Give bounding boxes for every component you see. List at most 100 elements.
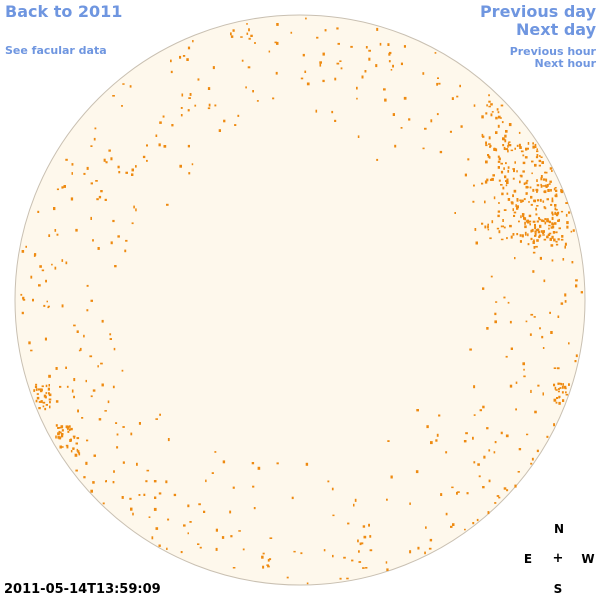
facula-dot <box>319 63 322 67</box>
facula-dot <box>153 507 157 511</box>
facula-dot <box>488 143 491 145</box>
facula-dot <box>191 163 194 166</box>
facula-dot <box>422 72 425 75</box>
facula-dot <box>59 385 62 388</box>
facula-dot <box>143 493 146 496</box>
facula-dot <box>525 320 528 323</box>
facula-dot <box>542 231 545 234</box>
facula-dot <box>542 200 545 203</box>
facula-dot <box>57 427 60 429</box>
facula-dot <box>464 528 466 531</box>
facula-dot <box>472 436 474 440</box>
facula-dot <box>339 60 342 62</box>
facula-dot <box>58 436 62 440</box>
facula-dot <box>542 347 545 349</box>
facula-dot <box>540 230 543 233</box>
facula-dot <box>415 470 419 474</box>
facula-dot <box>497 124 500 128</box>
facula-dot <box>450 525 453 528</box>
facula-dot <box>540 198 542 202</box>
facula-dot <box>142 155 146 159</box>
facula-dot <box>559 387 562 389</box>
facula-dot <box>60 431 62 434</box>
facula-dot <box>387 43 390 46</box>
facula-dot <box>75 228 78 232</box>
facula-dot <box>502 186 505 190</box>
facula-dot <box>519 174 522 177</box>
facula-dot <box>36 396 40 400</box>
facula-dot <box>454 212 456 214</box>
facula-dot <box>438 82 441 85</box>
facula-dot <box>509 384 513 388</box>
facula-dot <box>564 245 566 249</box>
facula-dot <box>537 384 540 387</box>
facula-dot <box>269 537 273 539</box>
facula-dot <box>54 229 57 232</box>
facula-dot <box>519 199 522 202</box>
facula-dot <box>300 552 303 555</box>
facula-dot <box>205 479 207 483</box>
facula-dot <box>90 145 93 147</box>
facula-dot <box>275 71 278 75</box>
facula-dot <box>92 389 96 392</box>
previous-hour-link[interactable]: Previous hour <box>509 45 596 58</box>
facula-dot <box>472 200 475 203</box>
facula-dot <box>473 184 475 187</box>
facula-dot <box>117 165 120 169</box>
facula-dot <box>90 299 93 302</box>
facula-dot <box>489 178 493 181</box>
previous-day-link[interactable]: Previous day <box>479 2 596 21</box>
facula-dot <box>155 418 158 420</box>
facula-dot <box>520 150 524 153</box>
facula-dot <box>116 433 119 436</box>
facula-dot <box>222 460 226 464</box>
facula-dot <box>183 524 186 527</box>
next-hour-link[interactable]: Next hour <box>534 57 597 70</box>
facula-dot <box>86 309 89 312</box>
facula-dot <box>133 205 135 209</box>
facula-dot <box>456 491 458 495</box>
facula-dot <box>490 103 493 106</box>
facula-dot <box>497 115 501 119</box>
facula-dot <box>403 45 406 48</box>
facula-dot <box>486 427 489 430</box>
facula-dot <box>21 250 25 253</box>
facula-dot <box>500 184 503 186</box>
facula-dot <box>513 169 515 173</box>
back-to-year-link[interactable]: Back to 2011 <box>5 2 123 21</box>
facula-dot <box>519 180 521 184</box>
facula-dot <box>526 179 529 182</box>
facula-dot <box>501 192 504 196</box>
facula-dot <box>544 171 548 174</box>
facula-dot <box>549 237 552 241</box>
facula-dot <box>549 311 551 314</box>
facula-dot <box>159 121 162 124</box>
facula-dot <box>557 367 560 370</box>
facula-dot <box>146 144 148 147</box>
facula-dot <box>357 539 359 543</box>
facula-dot <box>306 82 310 86</box>
facula-dot <box>429 538 433 542</box>
facula-dot <box>42 405 45 408</box>
facula-dot <box>518 220 520 223</box>
facula-dot <box>61 435 64 438</box>
facula-dot <box>530 229 533 233</box>
facula-dot <box>214 104 217 107</box>
facula-dot <box>555 208 558 211</box>
facula-dot <box>121 105 123 107</box>
facula-dot <box>502 138 505 141</box>
facula-dot <box>561 235 564 238</box>
facula-dot <box>110 157 113 161</box>
facula-dot <box>485 112 488 115</box>
facula-dot <box>83 476 86 479</box>
facula-dot <box>105 480 107 483</box>
facula-dot <box>551 216 554 220</box>
facula-dot <box>514 147 516 150</box>
facula-dot <box>490 113 493 117</box>
next-day-link[interactable]: Next day <box>516 20 596 39</box>
facula-dot <box>560 302 564 305</box>
facula-dot <box>347 522 350 525</box>
facula-dot <box>536 150 539 153</box>
facula-dot <box>481 133 484 137</box>
see-facular-data-link[interactable]: See facular data <box>5 44 107 57</box>
